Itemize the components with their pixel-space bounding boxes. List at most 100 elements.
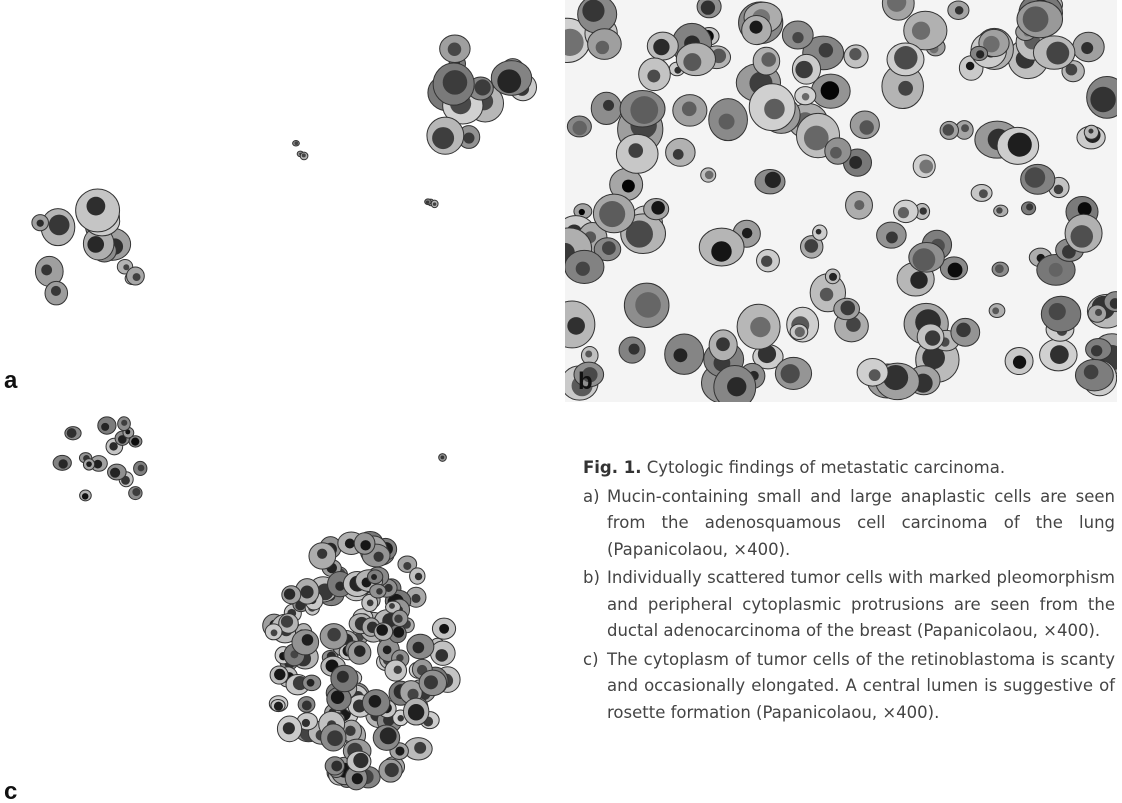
cell (432, 618, 455, 639)
caption-item: b) Individually scattered tumor cells wit… (583, 565, 1115, 645)
cell (348, 641, 371, 664)
cell (994, 205, 1008, 216)
cell (593, 194, 634, 233)
cell (379, 759, 402, 782)
cell (742, 16, 772, 45)
cell (439, 454, 447, 462)
cell (127, 267, 145, 285)
cell (1088, 305, 1106, 322)
cell (639, 58, 671, 91)
cell (265, 624, 282, 640)
item-marker: c) (583, 647, 599, 674)
cell (567, 116, 591, 137)
cell (616, 134, 658, 173)
cell (108, 464, 127, 480)
cell (971, 184, 992, 201)
cell (76, 189, 120, 232)
item-text: Individually scattered tumor cells with … (607, 568, 1115, 640)
cell (32, 215, 49, 231)
caption-title: Cytologic findings of metastatic carcino… (647, 458, 1005, 477)
cell (385, 660, 407, 681)
cell (644, 198, 669, 219)
cell (321, 724, 346, 751)
cell (1040, 339, 1078, 371)
cell (753, 47, 780, 75)
cell (309, 543, 336, 569)
cell (1041, 296, 1080, 332)
cell (825, 138, 851, 164)
cell (53, 455, 71, 470)
panel-label: b (578, 368, 593, 396)
cell (1021, 202, 1035, 215)
cell (970, 46, 987, 60)
cell (440, 35, 470, 63)
cell (909, 243, 945, 273)
cell (1017, 1, 1063, 38)
cell (813, 225, 827, 240)
cell (565, 250, 604, 283)
cell (775, 357, 811, 389)
cell (65, 427, 81, 440)
cell (709, 330, 737, 361)
cell (374, 623, 393, 640)
cell (578, 0, 617, 33)
cell (755, 170, 785, 194)
cell (737, 304, 780, 349)
cell (1084, 125, 1098, 139)
cell (1075, 360, 1113, 391)
cell (325, 757, 344, 775)
panel-image-a (0, 0, 550, 395)
cell (1086, 339, 1112, 360)
cell (373, 725, 399, 750)
cell (790, 324, 808, 339)
panel-image-b (565, 0, 1117, 402)
cell (45, 281, 68, 305)
cell (877, 222, 907, 248)
panel-label: a (4, 367, 17, 395)
cell (782, 21, 813, 49)
cell (673, 95, 707, 127)
cell (362, 690, 389, 716)
cell (699, 228, 744, 266)
cell (1033, 36, 1074, 69)
cell (134, 461, 147, 475)
cell (887, 43, 924, 76)
cell (433, 63, 474, 105)
cell (354, 533, 375, 554)
cell (271, 699, 285, 711)
cell (292, 630, 319, 655)
cell (676, 43, 715, 76)
cell (647, 32, 678, 60)
cell (850, 111, 879, 138)
cell (588, 29, 622, 60)
item-marker: b) (583, 565, 600, 592)
caption-item: a)Mucin-containing small and large anapl… (583, 484, 1115, 564)
cell (403, 698, 428, 725)
item-marker: a) (583, 484, 600, 511)
cell (427, 117, 464, 154)
cell (757, 249, 780, 271)
cell (619, 337, 645, 363)
panel-label: c (4, 778, 17, 803)
figure-number: Fig. 1. (583, 458, 642, 477)
cell (997, 127, 1039, 164)
cell (857, 359, 888, 387)
cell (591, 92, 621, 124)
cell (419, 670, 446, 695)
caption: Fig. 1. Cytologic findings of metastatic… (583, 455, 1115, 726)
panel-image-c (0, 415, 550, 803)
cell (277, 716, 301, 742)
cell (270, 666, 288, 684)
cell (846, 191, 873, 219)
cell (298, 697, 315, 713)
cell (620, 91, 665, 127)
cell (1065, 214, 1102, 252)
cell (282, 586, 301, 604)
cell (917, 324, 944, 350)
cell (410, 568, 425, 584)
cell (347, 751, 371, 772)
caption-item: c)The cytoplasm of tumor cells of the re… (583, 647, 1115, 727)
cell (666, 138, 696, 166)
cell (940, 121, 958, 139)
cell (913, 155, 935, 178)
